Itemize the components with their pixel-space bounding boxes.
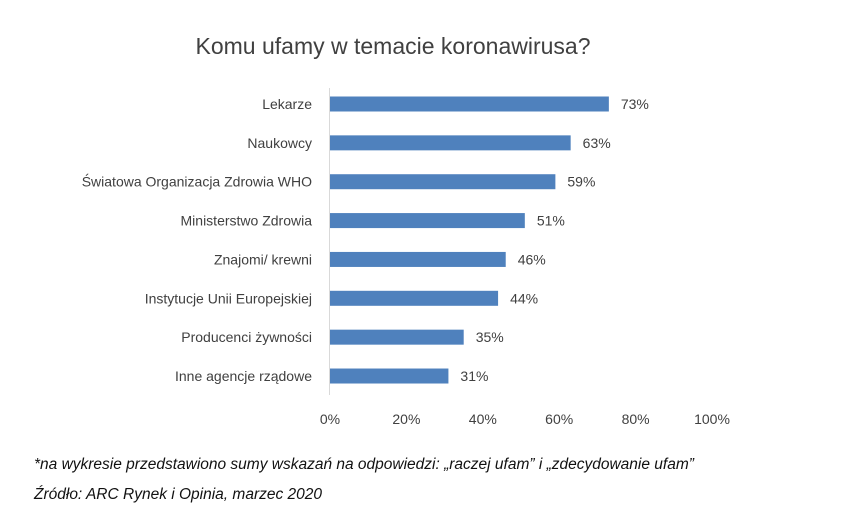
x-tick-label: 20% xyxy=(392,411,420,427)
x-tick-label: 60% xyxy=(545,411,573,427)
source-note: Źródło: ARC Rynek i Opinia, marzec 2020 xyxy=(34,486,323,503)
data-label: 59% xyxy=(567,174,595,190)
data-label: 51% xyxy=(537,213,565,229)
data-label: 46% xyxy=(518,251,546,267)
bar xyxy=(330,329,464,345)
bar xyxy=(330,251,506,267)
category-label: Naukowcy xyxy=(247,135,312,151)
bar xyxy=(330,213,525,229)
x-tick-label: 80% xyxy=(622,411,650,427)
x-tick-label: 0% xyxy=(320,411,340,427)
bar xyxy=(330,96,609,112)
category-label: Instytucje Unii Europejskiej xyxy=(145,290,312,306)
data-label: 44% xyxy=(510,290,538,306)
category-label: Ministerstwo Zdrowia xyxy=(181,213,313,229)
data-label: 35% xyxy=(476,329,504,345)
x-tick-label: 100% xyxy=(694,411,730,427)
bar xyxy=(330,174,556,190)
data-label: 31% xyxy=(460,368,488,384)
footnote: *na wykresie przedstawiono sumy wskazań … xyxy=(34,456,694,473)
bar xyxy=(330,135,571,151)
bar xyxy=(330,368,449,384)
data-label: 63% xyxy=(583,135,611,151)
chart-title: Komu ufamy w temacie koronawirusa? xyxy=(196,33,591,59)
category-label: Światowa Organizacja Zdrowia WHO xyxy=(82,173,312,190)
x-tick-label: 40% xyxy=(469,411,497,427)
category-label: Producenci żywności xyxy=(181,329,312,345)
data-label: 73% xyxy=(621,96,649,112)
bar xyxy=(330,290,499,306)
category-label: Znajomi/ krewni xyxy=(214,251,312,267)
category-label: Inne agencje rządowe xyxy=(175,368,312,384)
bar-chart: Komu ufamy w temacie koronawirusa? Lekar… xyxy=(82,33,730,427)
category-label: Lekarze xyxy=(262,96,312,112)
